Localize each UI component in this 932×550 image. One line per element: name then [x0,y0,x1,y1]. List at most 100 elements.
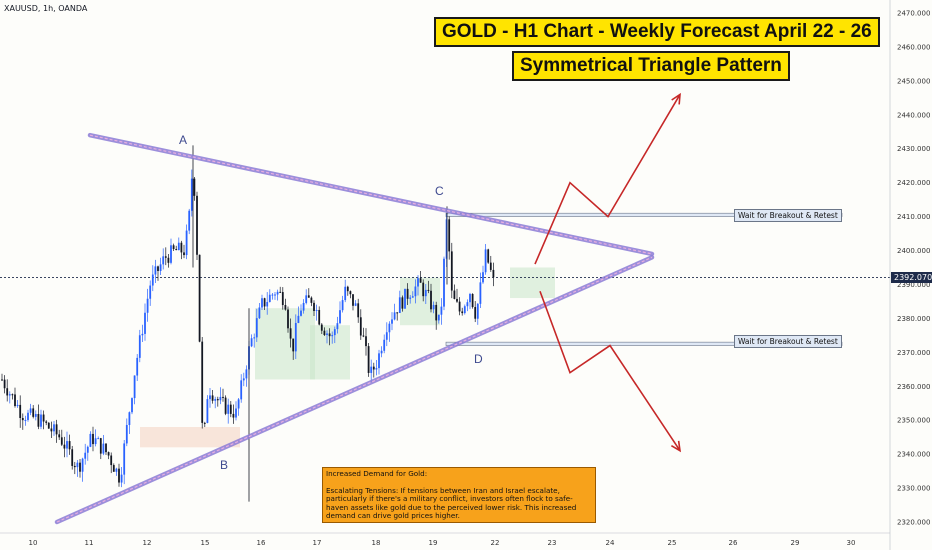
candle [482,265,484,284]
candle [196,191,198,260]
candle [411,291,414,298]
candle [487,248,490,264]
candle [393,303,396,321]
candle [128,411,131,434]
candle [456,288,458,303]
candle [235,401,237,421]
candle [370,359,373,382]
candle [71,445,74,470]
y-tick-label: 2440.000 [897,111,930,119]
candle [474,301,477,323]
y-tick-label: 2470.000 [897,10,930,18]
candle [435,301,438,330]
candle [271,293,274,300]
candle [463,304,466,315]
y-tick-label: 2380.000 [897,315,930,323]
candle [263,297,266,311]
candle [76,459,79,477]
candle [185,224,188,260]
candle [344,279,347,303]
x-tick-label: 17 [313,539,322,547]
candle [432,301,435,314]
candle [302,299,305,314]
candle [193,176,196,201]
candle [440,298,443,325]
x-tick-label: 25 [668,539,677,547]
candle [339,301,341,325]
note-heading: Increased Demand for Gold: [326,469,428,478]
candle [53,421,55,436]
candle [6,379,9,402]
x-tick-label: 22 [491,539,500,547]
candle [313,300,315,317]
candle [27,409,29,422]
candle [21,413,24,430]
candle [133,375,136,405]
x-tick-label: 11 [85,539,94,547]
candle [300,304,302,317]
candle [19,395,22,428]
candlestick-series [1,145,495,502]
triangle-upper-line [87,132,655,257]
price-axis[interactable]: 2320.000 2330.000 2340.000 2350.000 2360.000… [889,0,930,550]
point-b-label: B [220,458,229,472]
cloud-segment [400,277,440,326]
x-tick-label: 12 [143,539,152,547]
candle [372,362,375,378]
candle [206,395,209,424]
candle [151,265,154,292]
cloud-segment [310,325,350,380]
chart-subtitle: Symmetrical Triangle Pattern [512,51,790,81]
candle [469,292,471,310]
candle [222,388,224,402]
candle [443,256,445,311]
candle [224,395,227,416]
candle [375,360,378,376]
x-tick-label: 26 [729,539,738,547]
candle [198,254,201,343]
candle [138,329,141,363]
candle [427,280,430,294]
candle [398,290,401,314]
candle [458,297,461,316]
candle [258,302,261,320]
candle [354,300,357,307]
x-tick-label: 15 [201,539,210,547]
candle [79,459,81,478]
candle [391,312,393,331]
triangle-pattern [54,132,655,525]
candle [484,244,487,275]
candle [333,326,336,344]
candle [261,294,263,310]
candle [385,322,388,347]
candle [157,265,159,281]
candle [466,299,469,312]
candle [365,328,367,356]
candle [110,452,113,474]
y-tick-label: 2410.000 [897,213,930,221]
candle [305,289,308,305]
x-tick-label: 19 [429,539,438,547]
candle [346,285,349,296]
candle [492,262,495,287]
candle [102,435,105,456]
candle [245,365,248,387]
candle [1,373,3,381]
candle [203,421,206,428]
time-axis[interactable]: 10 11 12 15 16 17 18 19 22 23 24 25 26 29 30 [0,532,890,547]
y-tick-label: 2460.000 [897,43,930,51]
candle [461,307,464,316]
candle [430,283,432,313]
candle [424,283,427,305]
candle [328,328,331,346]
support-zone [445,341,843,346]
candle [318,306,321,326]
candle [131,397,133,415]
point-d-label: D [474,352,483,366]
current-price-tag: 2392.070 [891,272,932,283]
resistance-zone [445,212,843,217]
candle [287,306,289,333]
candle [164,247,167,266]
candle [253,333,256,348]
